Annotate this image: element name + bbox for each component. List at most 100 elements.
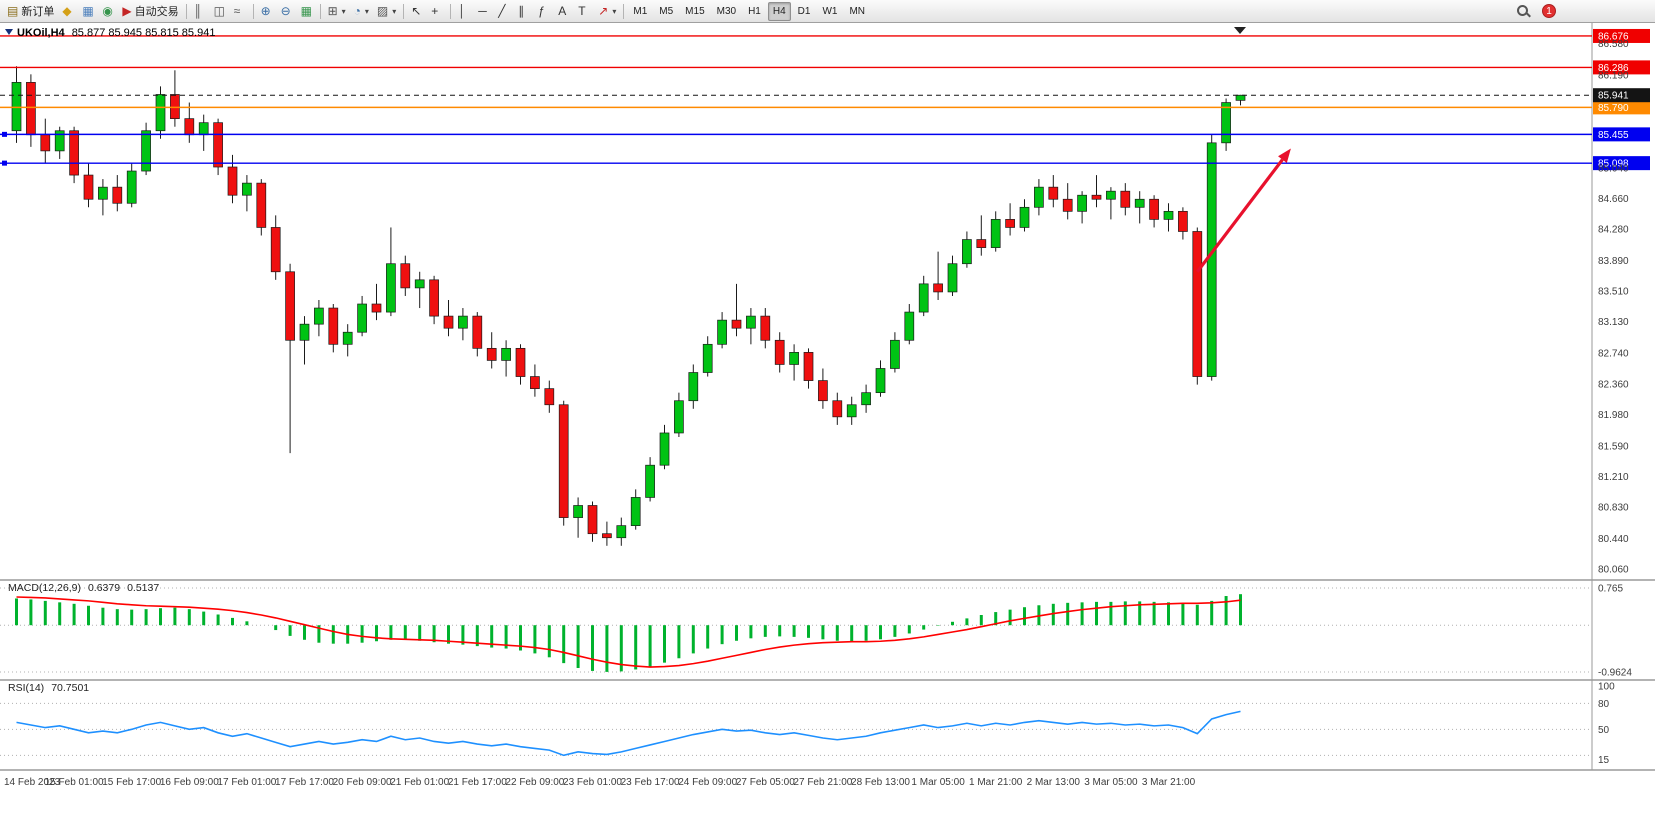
bull-candle xyxy=(1163,210,1174,220)
price-tag xyxy=(1593,28,1650,43)
market-watch-button[interactable]: ◆ xyxy=(58,2,78,21)
bear-candle xyxy=(976,239,987,248)
fibonacci-button[interactable]: ƒ xyxy=(534,2,554,21)
chevron-down-icon: ▾ xyxy=(612,6,617,16)
bull-candle xyxy=(947,263,958,293)
macd-main-value: 0.6379 xyxy=(87,582,121,594)
navigator-button[interactable]: ◉ xyxy=(98,2,118,21)
y-axis-label: 83.510 xyxy=(1598,287,1629,298)
macd-signal-value: 0.5137 xyxy=(127,582,160,594)
templates-icon: ▨ xyxy=(376,4,389,18)
time-axis-label: 17 Feb 17:00 xyxy=(275,777,334,788)
timeframe-m5-button[interactable]: M5 xyxy=(659,5,674,17)
line-chart-button[interactable]: ≈ xyxy=(230,2,250,21)
new-chart-button[interactable]: ⊞ ▾ xyxy=(324,2,350,21)
arrows-button[interactable]: ↗ ▾ xyxy=(594,2,620,21)
time-axis-label: 27 Feb 05:00 xyxy=(736,777,795,788)
y-axis-label: 86.580 xyxy=(1598,39,1629,50)
time-axis-label: 14 Feb 2023 xyxy=(4,777,61,788)
bull-candle xyxy=(962,239,972,265)
auto-scroll-button[interactable]: ▦ xyxy=(297,2,317,21)
arrows-icon: ↗ xyxy=(598,4,609,18)
timeframe-toolbar: M1 M5 M15 M30 H1 H4 D1 W1 MN xyxy=(627,1,871,21)
timeframe-mn-button[interactable]: MN xyxy=(849,5,866,17)
toolbar-separator xyxy=(319,3,321,19)
time-axis-label: 22 Feb 09:00 xyxy=(505,777,564,788)
line-handle[interactable] xyxy=(2,160,7,166)
macd-name: MACD(12,26,9) xyxy=(8,582,81,594)
navigator-icon: ◉ xyxy=(102,4,113,18)
search-icon[interactable] xyxy=(1516,4,1531,18)
chart-collapse-button[interactable] xyxy=(5,29,13,35)
trendline-button[interactable]: ╱ xyxy=(494,2,514,21)
bull-candle xyxy=(342,331,353,345)
price-tag-label: 85.941 xyxy=(1598,91,1629,102)
crosshair-button[interactable]: + xyxy=(427,2,447,21)
time-axis-label: 2 Mar 13:00 xyxy=(1027,777,1081,788)
data-window-button[interactable]: ▦ xyxy=(78,2,98,21)
chart-shift-marker[interactable] xyxy=(1234,27,1246,34)
bull-candle xyxy=(630,497,641,526)
line-chart-icon: ≈ xyxy=(233,4,241,18)
bar-chart-icon: ║ xyxy=(193,4,203,18)
bear-candle xyxy=(170,94,180,120)
trendline-icon: ╱ xyxy=(498,4,506,18)
vertical-line-button[interactable]: │ xyxy=(454,2,474,21)
zoom-out-button[interactable]: ⊖ xyxy=(277,2,297,21)
bull-candle xyxy=(54,130,65,152)
bull-candle xyxy=(1134,198,1145,208)
time-axis-label: 23 Feb 01:00 xyxy=(563,777,622,788)
bull-candle xyxy=(659,432,670,466)
bear-candle xyxy=(587,505,598,535)
annotation-arrow[interactable] xyxy=(1196,158,1284,273)
bear-candle xyxy=(69,130,79,176)
toolbar-separator xyxy=(450,3,452,19)
candle-chart-button[interactable]: ◫ xyxy=(210,2,230,21)
profiles-button[interactable]: ◔ ▾ xyxy=(350,2,373,21)
autotrade-button[interactable]: ▶ 自动交易 xyxy=(118,2,182,21)
timeframe-d1-button[interactable]: D1 xyxy=(797,5,811,17)
price-tag-label: 85.098 xyxy=(1598,159,1629,170)
line-handle[interactable] xyxy=(2,131,7,137)
zoom-in-button[interactable]: ⊕ xyxy=(257,2,277,21)
bull-candle xyxy=(746,315,756,329)
bull-candle xyxy=(789,352,799,365)
bull-candle xyxy=(126,170,137,204)
time-axis-label: 27 Feb 21:00 xyxy=(793,777,852,788)
timeframe-m30-button[interactable]: M30 xyxy=(716,5,737,17)
bull-candle xyxy=(1034,186,1044,208)
annotation-arrowhead xyxy=(1278,148,1291,163)
rsi-axis-label: 80 xyxy=(1598,699,1610,710)
bear-candle xyxy=(1120,190,1131,208)
bull-candle xyxy=(861,392,871,406)
bull-candle xyxy=(458,315,468,329)
text-button[interactable]: A xyxy=(554,2,574,21)
bear-candle xyxy=(731,319,742,329)
text-label-button[interactable]: T xyxy=(574,2,594,21)
new-order-button[interactable]: ▤ 新订单 xyxy=(3,2,58,21)
timeframe-h1-button[interactable]: H1 xyxy=(748,5,761,17)
bear-candle xyxy=(83,174,94,200)
timeframe-m1-button[interactable]: M1 xyxy=(633,5,648,17)
timeframe-h4-button[interactable]: H4 xyxy=(767,1,791,21)
bar-chart-button[interactable]: ║ xyxy=(190,2,210,21)
profiles-icon: ◔ xyxy=(353,4,361,18)
bull-candle xyxy=(1019,206,1030,228)
notification-badge[interactable]: 1 xyxy=(1542,4,1556,18)
macd-histogram xyxy=(15,594,1242,672)
timeframe-m15-button[interactable]: M15 xyxy=(685,5,705,17)
cursor-button[interactable]: ↖ xyxy=(407,2,427,21)
bear-candle xyxy=(544,388,555,406)
bull-candle xyxy=(314,307,324,325)
horizontal-line-button[interactable]: ─ xyxy=(474,2,494,21)
rsi-axis-label: 15 xyxy=(1598,755,1610,766)
bull-candle xyxy=(98,186,108,200)
toolbar-separator xyxy=(403,3,405,19)
timeframe-w1-button[interactable]: W1 xyxy=(822,5,838,17)
toolbar-separator xyxy=(185,3,187,19)
bear-candle xyxy=(112,186,123,204)
market-watch-icon: ◆ xyxy=(62,4,72,18)
bear-candle xyxy=(1192,231,1203,377)
templates-button[interactable]: ▨ ▾ xyxy=(373,2,400,21)
equidistant-channel-button[interactable]: ∥ xyxy=(514,2,534,21)
